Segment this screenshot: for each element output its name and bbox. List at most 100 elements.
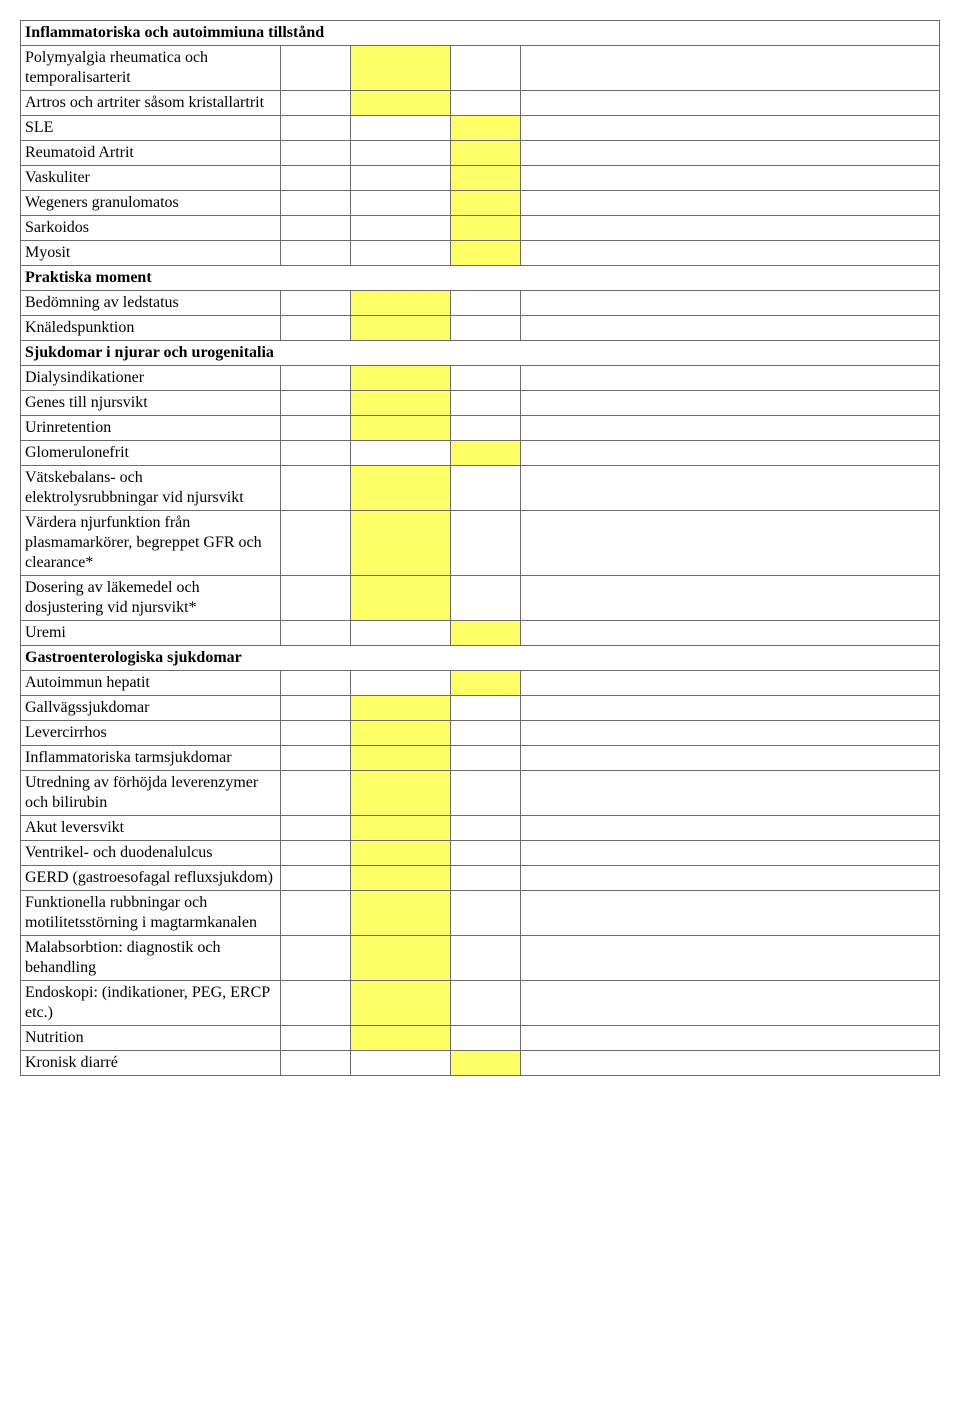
cell-col-2 [351, 866, 451, 891]
cell-col-3 [451, 166, 521, 191]
row-label: Inflammatoriska tarmsjukdomar [21, 746, 281, 771]
table-row: Dosering av läkemedel och dosjustering v… [21, 576, 940, 621]
cell-col-2 [351, 1026, 451, 1051]
cell-col-1 [281, 621, 351, 646]
row-label: Wegeners granulomatos [21, 191, 281, 216]
row-label: Värdera njurfunktion från plasmamarkörer… [21, 511, 281, 576]
row-label: Nutrition [21, 1026, 281, 1051]
cell-col-4 [521, 116, 940, 141]
table-row: Gallvägssjukdomar [21, 696, 940, 721]
row-label: Ventrikel- och duodenalulcus [21, 841, 281, 866]
table-row: Vaskuliter [21, 166, 940, 191]
row-label: Endoskopi: (indikationer, PEG, ERCP etc.… [21, 981, 281, 1026]
table-row: Akut leversvikt [21, 816, 940, 841]
table-row: Reumatoid Artrit [21, 141, 940, 166]
cell-col-3 [451, 866, 521, 891]
row-label: Dosering av läkemedel och dosjustering v… [21, 576, 281, 621]
cell-col-1 [281, 696, 351, 721]
cell-col-3 [451, 721, 521, 746]
cell-col-4 [521, 1051, 940, 1076]
cell-col-3 [451, 891, 521, 936]
cell-col-2 [351, 316, 451, 341]
cell-col-4 [521, 166, 940, 191]
section-header-row: Gastroenterologiska sjukdomar [21, 646, 940, 671]
cell-col-3 [451, 216, 521, 241]
row-label: Urinretention [21, 416, 281, 441]
cell-col-3 [451, 391, 521, 416]
cell-col-2 [351, 46, 451, 91]
cell-col-4 [521, 771, 940, 816]
cell-col-3 [451, 576, 521, 621]
row-label: GERD (gastroesofagal refluxsjukdom) [21, 866, 281, 891]
table-row: Ventrikel- och duodenalulcus [21, 841, 940, 866]
row-label: Dialysindikationer [21, 366, 281, 391]
cell-col-3 [451, 816, 521, 841]
section-title: Sjukdomar i njurar och urogenitalia [21, 341, 940, 366]
cell-col-1 [281, 1051, 351, 1076]
cell-col-3 [451, 191, 521, 216]
cell-col-2 [351, 391, 451, 416]
cell-col-1 [281, 671, 351, 696]
section-title: Gastroenterologiska sjukdomar [21, 646, 940, 671]
row-label: Reumatoid Artrit [21, 141, 281, 166]
cell-col-1 [281, 866, 351, 891]
cell-col-3 [451, 366, 521, 391]
table-row: Wegeners granulomatos [21, 191, 940, 216]
table-row: Knäledspunktion [21, 316, 940, 341]
cell-col-3 [451, 1051, 521, 1076]
cell-col-1 [281, 391, 351, 416]
cell-col-2 [351, 1051, 451, 1076]
row-label: Vaskuliter [21, 166, 281, 191]
cell-col-1 [281, 511, 351, 576]
table-row: Malabsorbtion: diagnostik och behandling [21, 936, 940, 981]
row-label: SLE [21, 116, 281, 141]
cell-col-2 [351, 466, 451, 511]
cell-col-1 [281, 466, 351, 511]
table-row: Kronisk diarré [21, 1051, 940, 1076]
cell-col-2 [351, 241, 451, 266]
cell-col-4 [521, 366, 940, 391]
cell-col-4 [521, 721, 940, 746]
section-header-row: Inflammatoriska och autoimmiuna tillstån… [21, 21, 940, 46]
table-row: Genes till njursvikt [21, 391, 940, 416]
cell-col-2 [351, 721, 451, 746]
section-header-row: Praktiska moment [21, 266, 940, 291]
cell-col-4 [521, 141, 940, 166]
cell-col-2 [351, 141, 451, 166]
row-label: Vätskebalans- och elektrolysrubbningar v… [21, 466, 281, 511]
cell-col-3 [451, 621, 521, 646]
cell-col-4 [521, 816, 940, 841]
cell-col-1 [281, 841, 351, 866]
row-label: Artros och artriter såsom kristallartrit [21, 91, 281, 116]
row-label: Glomerulonefrit [21, 441, 281, 466]
cell-col-1 [281, 191, 351, 216]
cell-col-2 [351, 166, 451, 191]
table-row: Autoimmun hepatit [21, 671, 940, 696]
cell-col-1 [281, 316, 351, 341]
cell-col-1 [281, 216, 351, 241]
cell-col-4 [521, 621, 940, 646]
cell-col-4 [521, 1026, 940, 1051]
cell-col-3 [451, 1026, 521, 1051]
cell-col-4 [521, 866, 940, 891]
cell-col-1 [281, 746, 351, 771]
table-row: SLE [21, 116, 940, 141]
cell-col-3 [451, 46, 521, 91]
cell-col-3 [451, 141, 521, 166]
row-label: Polymyalgia rheumatica och temporalisart… [21, 46, 281, 91]
row-label: Malabsorbtion: diagnostik och behandling [21, 936, 281, 981]
cell-col-3 [451, 116, 521, 141]
cell-col-3 [451, 291, 521, 316]
cell-col-2 [351, 291, 451, 316]
table-row: Polymyalgia rheumatica och temporalisart… [21, 46, 940, 91]
table-row: Artros och artriter såsom kristallartrit [21, 91, 940, 116]
cell-col-1 [281, 166, 351, 191]
cell-col-4 [521, 391, 940, 416]
table-row: Uremi [21, 621, 940, 646]
table-row: Endoskopi: (indikationer, PEG, ERCP etc.… [21, 981, 940, 1026]
cell-col-1 [281, 816, 351, 841]
cell-col-2 [351, 116, 451, 141]
row-label: Bedömning av ledstatus [21, 291, 281, 316]
cell-col-2 [351, 441, 451, 466]
cell-col-1 [281, 416, 351, 441]
